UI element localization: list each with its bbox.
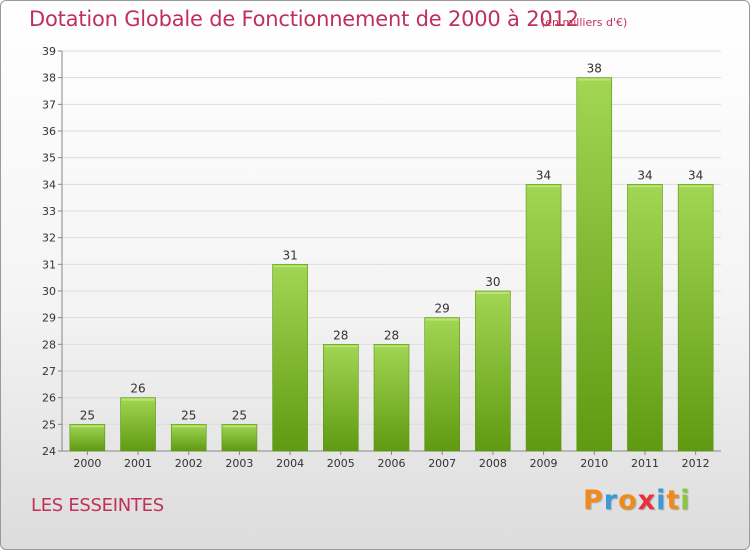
bar-highlight [425, 318, 459, 321]
data-label: 28 [333, 328, 348, 342]
data-label: 30 [485, 275, 500, 289]
x-tick-label: 2003 [225, 457, 253, 470]
proxiti-logo: Proxiti [583, 485, 691, 516]
bars [69, 77, 714, 452]
bar-highlight [577, 78, 611, 81]
y-tick-label: 26 [42, 392, 56, 405]
bar-highlight [222, 425, 256, 428]
x-tick-label: 2004 [276, 457, 304, 470]
labels: 24 25 26 27 28 29 30 31 32 33 34 35 36 37 38 39 25 2000 26… [42, 45, 710, 470]
x-tick-label: 2002 [175, 457, 203, 470]
bar-2006 [373, 344, 410, 452]
data-label: 34 [536, 168, 551, 182]
logo-letter: i [656, 485, 667, 516]
bar-2002 [170, 424, 207, 452]
y-tick-label: 37 [42, 98, 56, 111]
x-tick-label: 2012 [682, 457, 710, 470]
logo-letter: P [583, 485, 604, 516]
y-tick-label: 28 [42, 338, 56, 351]
y-tick-label: 35 [42, 152, 56, 165]
logo-letter: o [618, 485, 638, 516]
data-label: 25 [80, 408, 95, 422]
y-tick-label: 39 [42, 45, 56, 58]
data-label: 38 [587, 62, 602, 76]
commune-name: LES ESSEINTES [31, 495, 164, 516]
bar-2008 [475, 290, 511, 452]
y-tick-label: 32 [42, 232, 56, 245]
x-tick-label: 2005 [327, 457, 355, 470]
bar-highlight [628, 185, 662, 188]
y-tick-label: 38 [42, 72, 56, 85]
bar-highlight [679, 185, 713, 188]
bar-highlight [273, 265, 307, 268]
y-tick-label: 30 [42, 285, 56, 298]
bar-2004 [272, 264, 308, 452]
bar-highlight [527, 185, 561, 188]
x-tick-label: 2001 [124, 457, 152, 470]
bar-highlight [121, 398, 155, 401]
y-tick-label: 34 [42, 178, 56, 191]
y-tick-label: 24 [42, 445, 56, 458]
data-label: 25 [181, 408, 196, 422]
x-tick-label: 2000 [73, 457, 101, 470]
y-tick-label: 27 [42, 365, 56, 378]
bar-2010 [576, 77, 613, 452]
bar-2005 [323, 344, 359, 452]
data-label: 28 [384, 328, 399, 342]
bar-2011 [627, 184, 663, 452]
data-label: 25 [232, 408, 247, 422]
logo-letter: i [680, 485, 691, 516]
y-tick-label: 31 [42, 258, 56, 271]
bar-highlight [476, 292, 510, 294]
y-tick-label: 36 [42, 125, 56, 138]
data-label: 34 [637, 168, 652, 182]
chart-title: Dotation Globale de Fonctionnement de 20… [29, 7, 579, 31]
logo-letter: x [637, 485, 657, 516]
chart-unit-subtitle: (en milliers d'€) [541, 16, 628, 29]
bar-highlight [70, 425, 104, 428]
bar-2000 [69, 424, 106, 452]
bar-2003 [221, 424, 258, 452]
data-label: 31 [282, 248, 297, 262]
bar-2009 [525, 184, 562, 452]
logo-letter: t [666, 485, 681, 516]
bar-highlight [375, 345, 408, 348]
bar-2012 [677, 184, 714, 452]
bar-highlight [324, 345, 358, 348]
y-tick-label: 33 [42, 205, 56, 218]
y-tick-label: 25 [42, 418, 56, 431]
bar-highlight [172, 425, 206, 428]
logo-letter: r [603, 485, 619, 516]
data-label: 34 [688, 168, 703, 182]
data-label: 29 [435, 302, 450, 316]
x-tick-label: 2008 [479, 457, 507, 470]
x-tick-label: 2010 [580, 457, 608, 470]
data-label: 26 [130, 382, 145, 396]
x-tick-label: 2009 [530, 457, 558, 470]
x-tick-label: 2007 [428, 457, 456, 470]
y-tick-label: 29 [42, 312, 56, 325]
x-tick-label: 2011 [631, 457, 659, 470]
bar-2001 [120, 397, 156, 452]
x-tick-label: 2006 [378, 457, 406, 470]
bar-2007 [424, 317, 460, 452]
